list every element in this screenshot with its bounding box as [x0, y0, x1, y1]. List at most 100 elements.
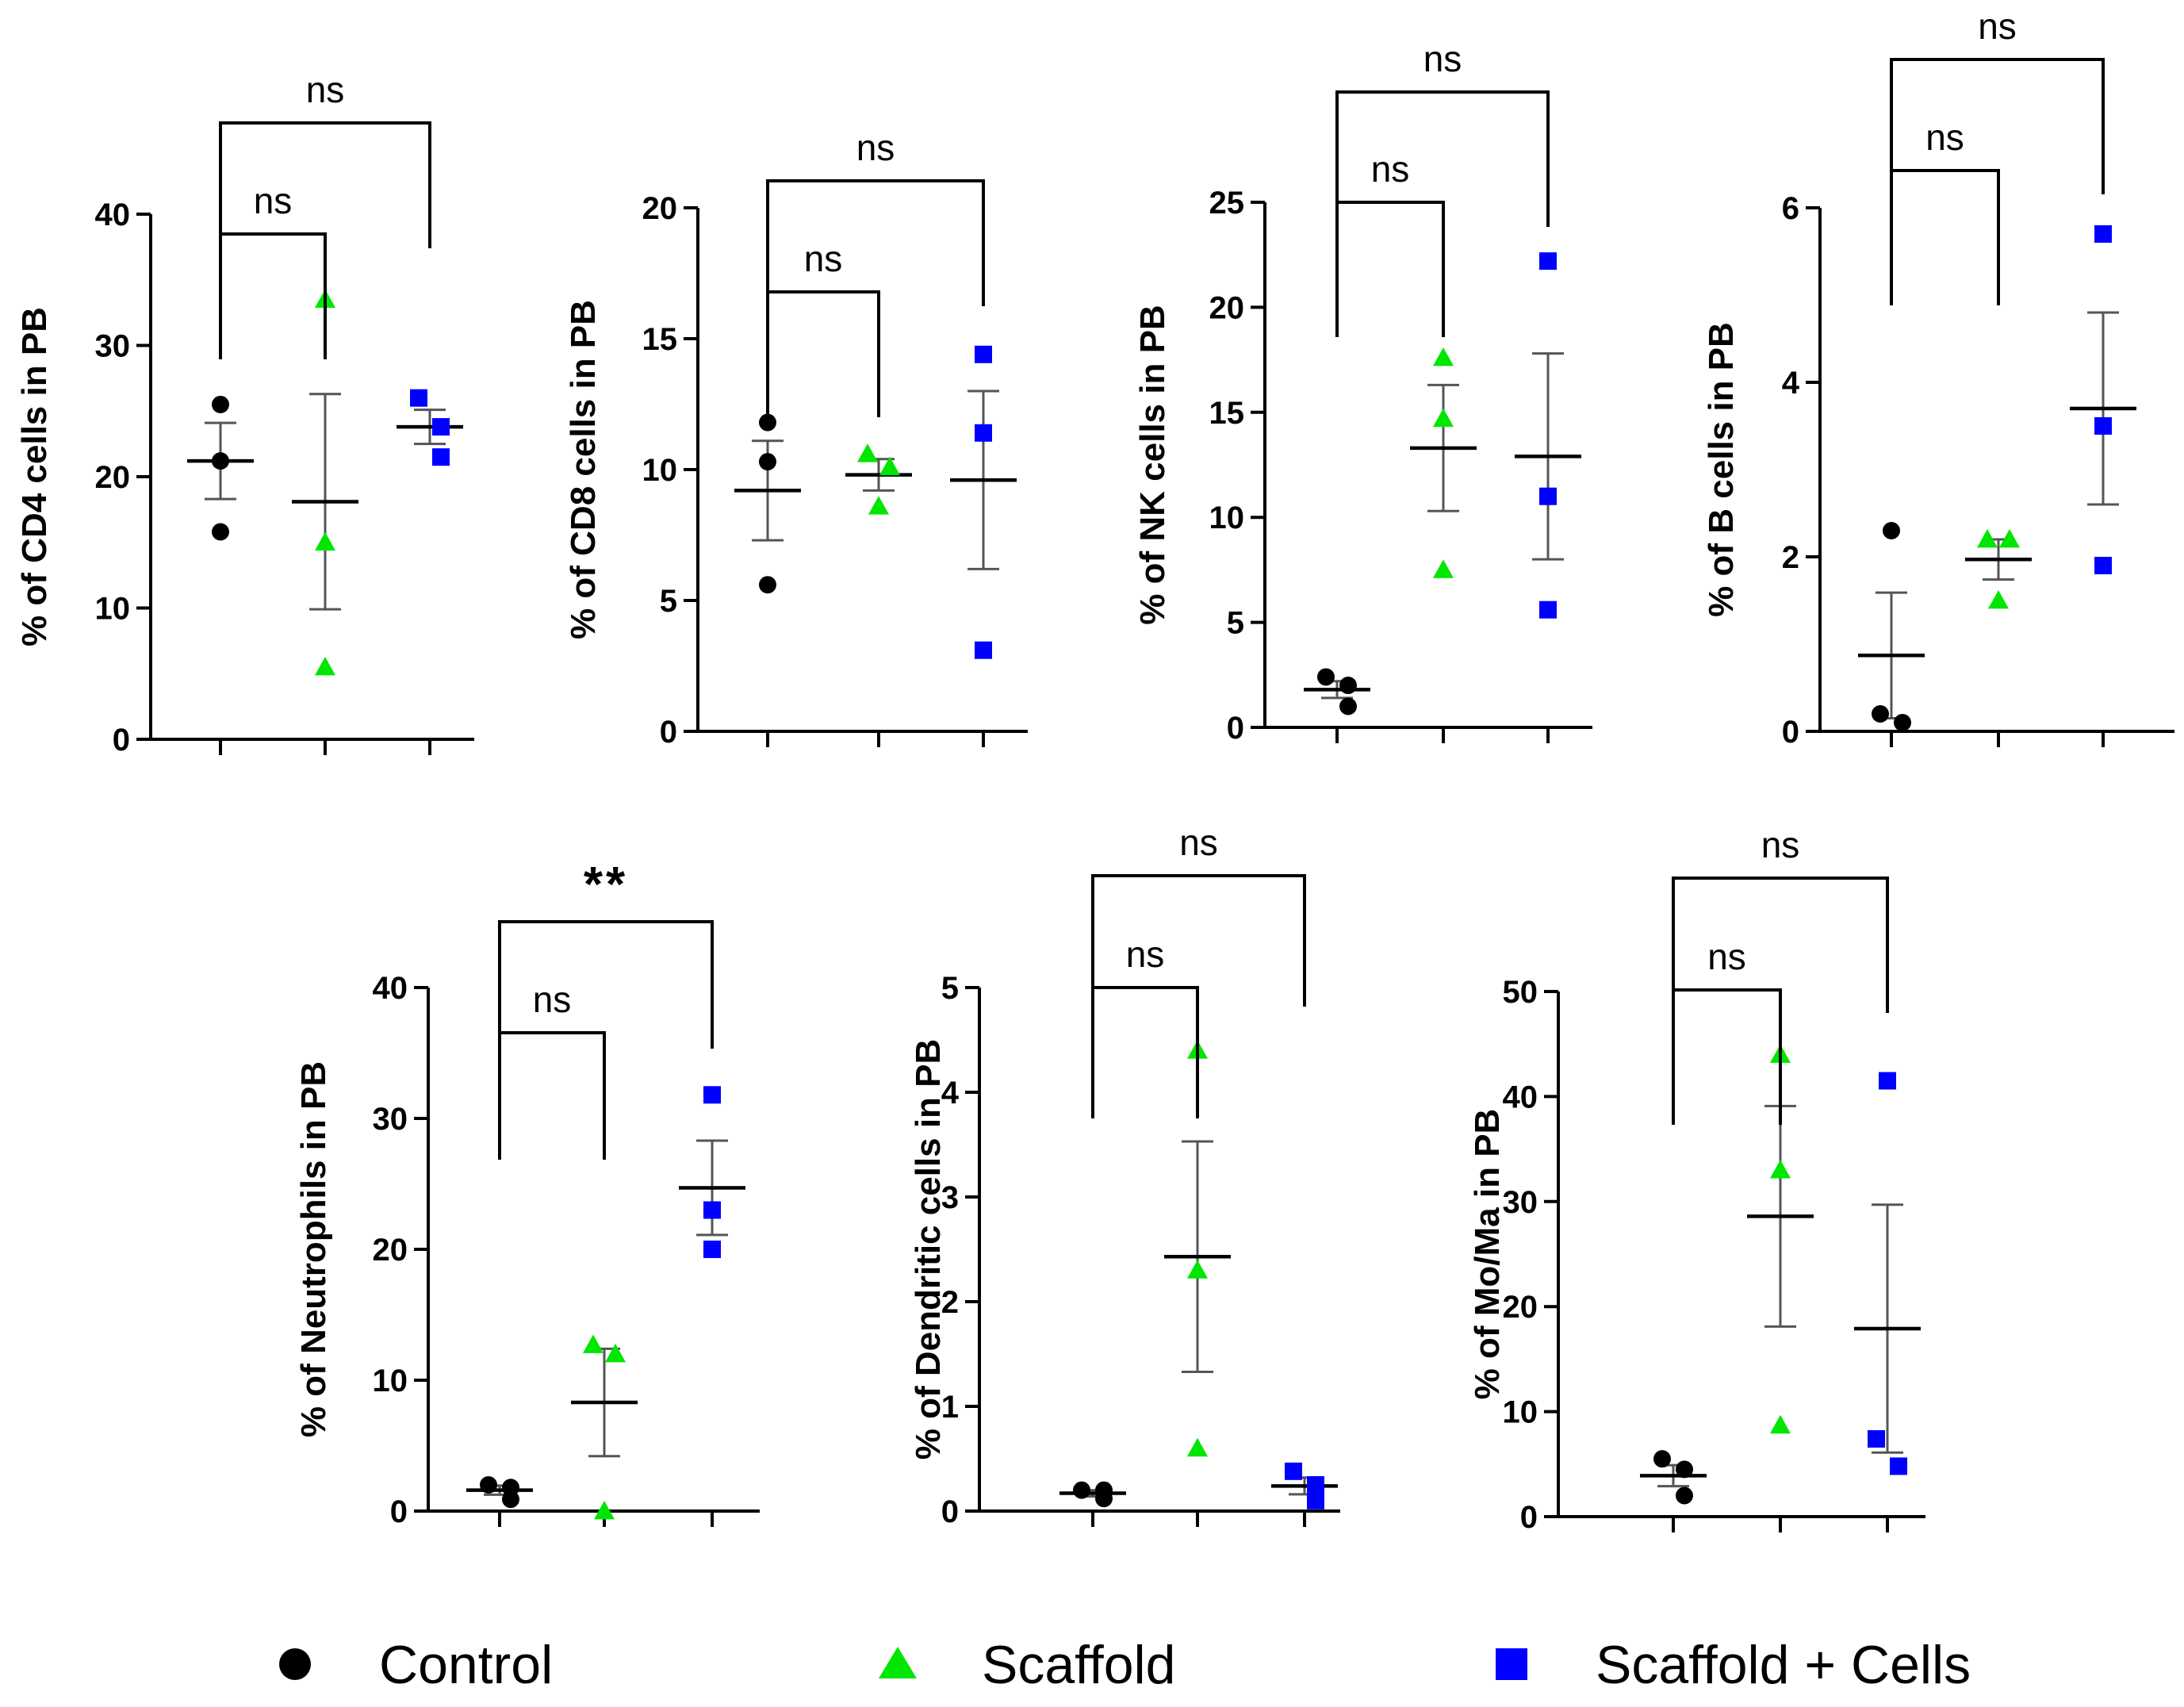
legend-label: Control [379, 1635, 553, 1695]
y-tick-label: 20 [1209, 290, 1245, 325]
significance-bracket [1890, 169, 2000, 305]
data-point [1770, 1160, 1791, 1179]
significance-bracket [219, 121, 431, 248]
data-point [1883, 522, 1900, 539]
data-point [759, 453, 776, 471]
y-tick-label: 50 [1503, 975, 1538, 1010]
data-point [583, 1334, 603, 1353]
significance-label: ns [1126, 934, 1165, 975]
data-point [480, 1476, 497, 1494]
chart-panel: 0 10 20 30 40 50 % of Mo/Ma in PB ns ns [1468, 824, 1925, 1535]
significance-label: ns [1707, 936, 1746, 977]
data-point [212, 395, 229, 413]
data-point [868, 496, 889, 515]
significance-bracket [766, 290, 880, 417]
data-point [1676, 1486, 1693, 1505]
significance-label: ns [254, 180, 293, 221]
y-tick-label: 3 [941, 1180, 959, 1215]
y-tick-label: 0 [390, 1494, 408, 1529]
legend-label: Scaffold + Cells [1596, 1635, 1971, 1695]
data-point [1539, 487, 1557, 505]
data-point [1676, 1460, 1693, 1479]
significance-label: ns [804, 238, 843, 279]
y-tick-label: 10 [1503, 1395, 1538, 1430]
data-point [879, 456, 900, 476]
y-tick-label: 20 [1503, 1290, 1538, 1325]
significance-label: ** [584, 857, 628, 912]
data-point [1988, 590, 2009, 609]
significance-bracket [1335, 90, 1550, 227]
y-tick-label: 4 [941, 1076, 960, 1111]
legend-marker [1496, 1648, 1527, 1680]
significance-label: ns [1423, 38, 1462, 79]
legend-item: Scaffold [879, 1635, 1175, 1695]
data-point [502, 1490, 519, 1509]
y-tick-label: 25 [1209, 186, 1245, 221]
data-point [1539, 600, 1557, 619]
y-tick-label: 40 [1503, 1080, 1538, 1114]
y-axis-title: % of Neutrophils in PB [294, 1061, 333, 1437]
data-point [2094, 417, 2112, 435]
y-tick-label: 0 [1782, 715, 1799, 750]
data-point [975, 345, 992, 363]
data-point [2094, 557, 2112, 574]
data-point [1073, 1481, 1090, 1499]
y-tick-label: 0 [1227, 711, 1244, 746]
legend: Control Scaffold Scaffold + Cells [279, 1635, 1971, 1695]
significance-bracket [1890, 58, 2105, 194]
data-point [594, 1501, 615, 1520]
data-point [759, 413, 776, 432]
significance-label: ns [1179, 822, 1218, 863]
y-tick-label: 0 [941, 1494, 959, 1529]
data-point [703, 1086, 721, 1104]
legend-marker [279, 1648, 311, 1680]
y-tick-label: 5 [941, 971, 959, 1006]
chart-panel: 0 2 4 6 % of B cells in PB ns ns [1702, 6, 2174, 750]
legend-label: Scaffold [982, 1635, 1175, 1695]
data-point [2094, 225, 2112, 243]
significance-label: ns [533, 979, 572, 1020]
y-axis-title: % of NK cells in PB [1133, 305, 1172, 624]
significance-bracket [498, 1031, 606, 1160]
y-tick-label: 20 [642, 191, 678, 226]
data-point [1339, 677, 1357, 695]
data-point [1770, 1414, 1791, 1434]
legend-item: Scaffold + Cells [1496, 1635, 1971, 1695]
data-point [703, 1241, 721, 1258]
data-point [432, 418, 450, 436]
data-point [1317, 668, 1335, 686]
chart-panel: 0 1 2 3 4 5 % of Dendritic cells in PB ns ns [909, 822, 1340, 1529]
chart-panel: 0 10 20 30 40 % of Neutrophils in PB ns ** [294, 857, 760, 1529]
significance-bracket [219, 232, 327, 359]
y-axis-title: % of CD4 cells in PB [15, 307, 54, 646]
data-point [1653, 1450, 1671, 1468]
significance-label: ns [306, 69, 345, 110]
y-axis-title: % of B cells in PB [1702, 322, 1741, 617]
data-point [212, 452, 229, 470]
y-tick-label: 2 [941, 1285, 959, 1320]
data-point [1539, 252, 1557, 270]
y-tick-label: 30 [373, 1102, 408, 1137]
y-tick-label: 10 [373, 1364, 408, 1398]
data-point [1339, 697, 1357, 715]
data-point [1868, 1430, 1885, 1448]
data-point [410, 389, 427, 407]
data-point [432, 448, 450, 466]
y-axis-title: % of Mo/Ma in PB [1468, 1109, 1507, 1400]
y-tick-label: 10 [95, 592, 131, 627]
y-axis-title: % of Dendritic cells in PB [909, 1039, 948, 1460]
y-tick-label: 15 [1209, 396, 1245, 431]
significance-bracket [1335, 201, 1445, 337]
data-point [1285, 1462, 1302, 1480]
chart-panel: 0 5 10 15 20 % of CD8 cells in PB ns ns [564, 127, 1028, 750]
data-point [857, 443, 878, 462]
y-tick-label: 6 [1782, 191, 1799, 226]
data-point [1307, 1476, 1324, 1494]
y-tick-label: 2 [1782, 540, 1799, 575]
chart-panel: 0 10 20 30 40 % of CD4 cells in PB ns ns [15, 69, 474, 758]
significance-bracket [498, 920, 714, 1049]
y-tick-label: 40 [373, 971, 408, 1006]
y-tick-label: 0 [113, 723, 130, 758]
y-tick-label: 40 [95, 198, 131, 232]
y-tick-label: 10 [1209, 501, 1245, 535]
